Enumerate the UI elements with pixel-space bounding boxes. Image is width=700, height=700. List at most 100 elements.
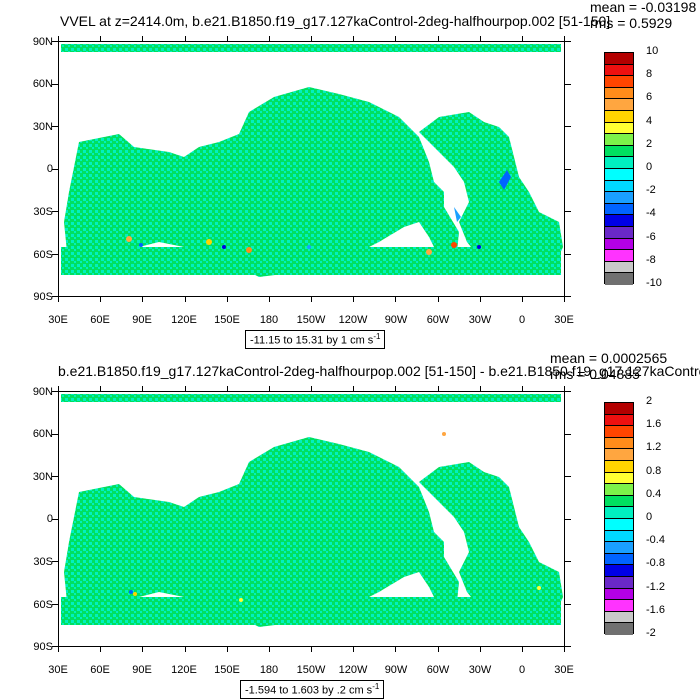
panel-1-lon-label: 90E [132,314,152,326]
panel-1-lon-label: 30E [554,314,574,326]
colorbar-swatch [605,588,633,601]
lon-tick [100,386,102,391]
lat-tick [52,126,58,127]
colorbar-swatch [605,507,633,519]
lon-tick [142,646,144,652]
lon-tick [100,646,102,652]
colorbar-swatch [605,576,633,589]
lon-tick [58,296,59,302]
hotspot [451,242,457,248]
lon-tick [564,36,565,41]
lon-tick [142,386,144,391]
lon-tick [564,386,565,391]
atlantic-ocean [419,112,563,272]
lon-tick [437,386,439,391]
colorbar-swatch [605,261,633,274]
lon-tick [395,386,397,391]
lon-tick [564,296,565,302]
panel-1-lon-label: 0 [518,314,526,326]
panel-2-title: b.e21.B1850.f19_g17.127kaControl-2deg-ha… [58,363,700,379]
panel-1-title: VVEL at z=2414.0m, b.e21.B1850.f19_g17.1… [60,13,611,29]
panel-1-ocean-regions [61,44,563,277]
panel-2-lon-label: 30E [48,664,68,676]
panel-2-lon-label: 120E [171,664,197,676]
hotspot [499,170,511,190]
panel-2-ocean-regions [61,394,563,627]
colorbar-swatch [605,553,633,566]
colorbar-swatch [605,76,633,88]
colorbar-label: 0 [646,511,653,523]
colorbar-swatch [605,250,633,262]
atlantic-ocean [419,462,563,622]
panel-1-lon-label: 150E [214,314,240,326]
panel-1-range-label: -11.15 to 15.31 by 1 cm s-1 [245,330,386,349]
panel-2-lon-label: 90E [132,664,152,676]
panel-1-lon-label: 60E [90,314,110,326]
panel-1-lon-label: 90W [384,314,408,326]
colorbar-swatch [605,495,633,508]
lon-tick [521,296,523,302]
panel-2-lon-label: 30W [468,664,492,676]
panel-1-lon-label: 30E [48,314,68,326]
colorbar-swatch [605,403,633,415]
lon-tick [437,296,439,302]
lat-tick [52,518,58,520]
panel-1-lon-label: 30W [468,314,492,326]
colorbar-swatch [605,110,633,123]
panel-1-rms: rms = 0.5929 [590,15,673,31]
lon-tick [437,36,439,41]
panel-2-lon-label: 180 [259,664,279,676]
panel-1-lon-label: 150W [296,314,326,326]
panel-1-lon-label: 180 [259,314,279,326]
lon-tick [521,646,523,652]
lat-tick [52,168,58,170]
panel-2-lat-label: 60S [33,599,53,611]
hotspot [206,239,212,245]
hotspot [442,432,446,436]
panel-2-colorbar [604,402,634,635]
colorbar-swatch [605,53,633,65]
colorbar-swatch [605,484,633,496]
lon-tick [353,36,355,41]
lat-tick [565,296,571,297]
colorbar-label: -0.4 [646,534,665,547]
colorbar-swatch [605,134,633,146]
panel-2-lat-label: 60N [32,428,53,440]
colorbar-swatch [605,157,633,169]
lon-tick [311,646,312,652]
panel-1-ocean-field [61,44,563,277]
panel-2-mean: mean = 0.0002565 [550,350,668,366]
panel-1-lat-label: 60N [32,78,53,90]
lat-tick [565,41,571,42]
hotspot [222,245,226,249]
lat-tick [565,168,571,170]
colorbar-swatch [605,542,633,554]
hotspot [133,592,137,596]
hotspot [126,236,132,242]
lat-tick [565,253,571,255]
lat-tick [565,603,571,605]
hotspot [139,243,143,247]
panel-1-lon-label: 120W [338,314,368,326]
colorbar-label: -1.6 [646,603,665,616]
panel-2-lon-label: 30E [554,664,574,676]
lat-tick [52,561,58,562]
lon-tick [58,36,59,41]
lon-tick [311,296,312,302]
panel-2-map [58,391,565,647]
lon-tick [353,296,355,302]
colorbar-swatch [605,168,633,181]
lon-tick [395,646,397,652]
lon-tick [226,296,228,302]
lon-tick [226,386,228,391]
southern-ocean [61,597,561,625]
lon-tick [226,36,228,41]
hotspot [537,586,541,590]
panel-2-lon-label: 150W [296,664,326,676]
arctic-strip [61,394,561,402]
panel-1-lat-label: 60S [33,249,53,261]
lon-tick [142,36,144,41]
lat-tick [565,391,571,392]
lat-tick [52,603,58,605]
colorbar-label: -0.8 [646,557,665,570]
